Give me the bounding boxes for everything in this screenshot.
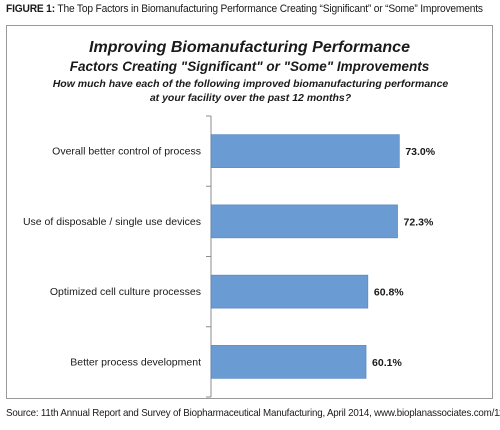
chart-panel: Improving Biomanufacturing Performance F… bbox=[6, 25, 493, 399]
figure-caption-text: The Top Factors in Biomanufacturing Perf… bbox=[54, 3, 483, 15]
bar bbox=[210, 274, 369, 309]
bar bbox=[210, 204, 398, 239]
data-label: 73.0% bbox=[405, 146, 435, 158]
chart-title: Improving Biomanufacturing Performance bbox=[89, 39, 410, 56]
bar-chart: Overall better control of process 73.0% Us… bbox=[23, 115, 436, 398]
category-label: Better process development bbox=[70, 356, 201, 368]
source-note: Source: 11th Annual Report and Survey of… bbox=[6, 407, 500, 419]
chart-subtitle: Factors Creating "Significant" or "Some"… bbox=[69, 59, 430, 74]
category-label: Use of disposable / single use devices bbox=[23, 216, 201, 228]
figure-caption: FIGURE 1: The Top Factors in Biomanufact… bbox=[6, 3, 483, 15]
category-label: Optimized cell culture processes bbox=[50, 286, 201, 298]
bar bbox=[210, 345, 367, 379]
data-label: 72.3% bbox=[404, 216, 434, 228]
chart-question: How much have each of the following impr… bbox=[52, 78, 449, 104]
data-label: 60.8% bbox=[374, 287, 404, 299]
data-label: 60.1% bbox=[372, 357, 402, 369]
category-label: Overall better control of process bbox=[52, 146, 201, 158]
bar bbox=[210, 134, 400, 168]
figure-label: FIGURE 1: bbox=[6, 3, 55, 15]
